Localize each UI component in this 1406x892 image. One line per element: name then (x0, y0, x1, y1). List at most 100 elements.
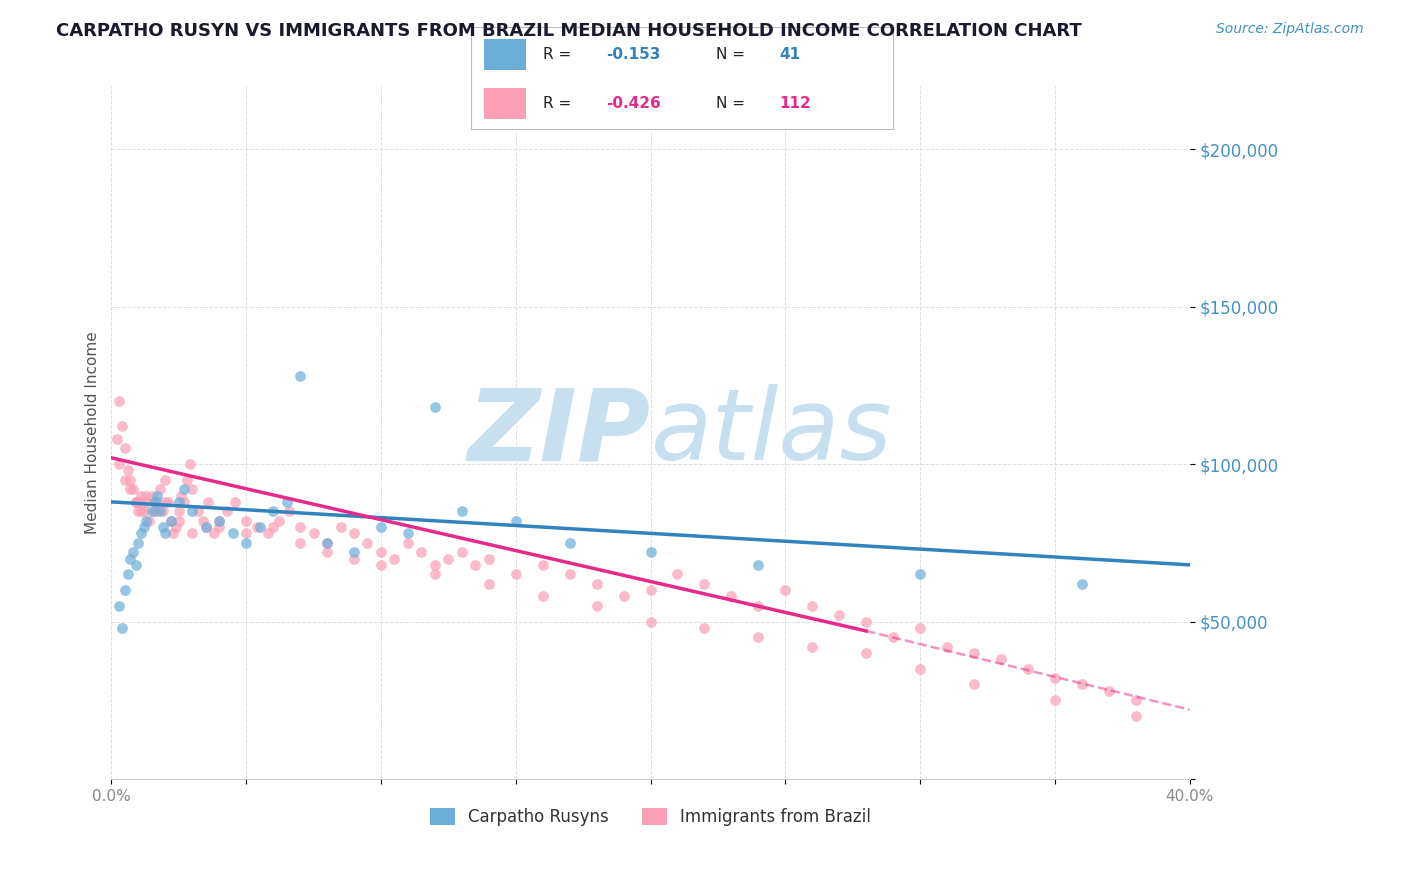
Text: R =: R = (543, 96, 576, 112)
Point (111, 621, 134, 635)
Point (450, 504, 472, 518)
FancyBboxPatch shape (484, 39, 526, 70)
Point (505, 514, 527, 528)
Point (159, 514, 181, 528)
Point (801, 640, 824, 654)
Point (246, 520, 269, 534)
Point (963, 646, 986, 660)
Text: 41: 41 (779, 47, 800, 62)
Point (187, 504, 209, 518)
Point (141, 489, 163, 503)
Point (159, 514, 181, 528)
Point (1017, 662, 1039, 676)
Point (181, 504, 204, 518)
Point (105, 432, 128, 446)
Point (464, 558, 486, 572)
Point (117, 567, 139, 582)
Point (531, 558, 554, 572)
Point (149, 483, 172, 497)
Point (640, 615, 662, 629)
Point (141, 504, 163, 518)
Point (127, 504, 149, 518)
Point (329, 520, 352, 534)
Point (167, 514, 190, 528)
Point (640, 582, 662, 597)
Point (1043, 693, 1066, 707)
Point (120, 551, 142, 566)
Y-axis label: Median Household Income: Median Household Income (86, 331, 100, 534)
Point (135, 514, 157, 528)
Point (165, 520, 187, 534)
Point (908, 621, 931, 635)
Point (224, 495, 246, 509)
Point (855, 615, 877, 629)
Point (828, 608, 851, 623)
Point (267, 514, 290, 528)
Legend: Carpatho Rusyns, Immigrants from Brazil: Carpatho Rusyns, Immigrants from Brazil (423, 801, 877, 833)
Text: 112: 112 (779, 96, 811, 112)
Point (343, 526, 366, 541)
Text: ZIP: ZIP (468, 384, 651, 481)
Point (963, 677, 986, 691)
Point (276, 495, 298, 509)
Point (181, 483, 204, 497)
Point (138, 514, 160, 528)
Point (262, 504, 284, 518)
Point (132, 504, 155, 518)
Point (693, 576, 716, 591)
Point (170, 489, 193, 503)
Point (249, 520, 271, 534)
Text: N =: N = (716, 47, 749, 62)
Text: N =: N = (716, 96, 749, 112)
Point (288, 520, 311, 534)
Point (179, 457, 201, 471)
Point (122, 483, 145, 497)
Point (747, 630, 769, 644)
Text: CARPATHO RUSYN VS IMMIGRANTS FROM BRAZIL MEDIAN HOUSEHOLD INCOME CORRELATION CHA: CARPATHO RUSYN VS IMMIGRANTS FROM BRAZIL… (56, 22, 1083, 40)
Point (162, 526, 184, 541)
Point (640, 545, 662, 559)
Point (316, 545, 339, 559)
Point (173, 483, 195, 497)
Point (208, 514, 231, 528)
Point (302, 526, 325, 541)
Point (124, 495, 146, 509)
Point (585, 576, 607, 591)
FancyBboxPatch shape (484, 88, 526, 119)
Point (108, 599, 131, 613)
Point (173, 495, 195, 509)
Point (423, 401, 446, 415)
Point (531, 590, 554, 604)
Point (370, 545, 392, 559)
Point (146, 489, 169, 503)
Point (127, 495, 149, 509)
Point (152, 520, 174, 534)
Point (693, 621, 716, 635)
Point (450, 545, 472, 559)
Point (747, 599, 769, 613)
Point (127, 536, 149, 550)
Point (801, 599, 824, 613)
Point (114, 582, 136, 597)
Point (370, 520, 392, 534)
Point (1070, 677, 1092, 691)
Point (235, 526, 257, 541)
Text: R =: R = (543, 47, 576, 62)
Point (908, 662, 931, 676)
Text: -0.426: -0.426 (606, 96, 661, 112)
Point (288, 536, 311, 550)
Point (936, 640, 959, 654)
Point (343, 545, 366, 559)
Point (747, 558, 769, 572)
Point (143, 504, 166, 518)
Point (384, 551, 406, 566)
Point (114, 442, 136, 456)
Point (124, 495, 146, 509)
Point (197, 495, 219, 509)
Point (316, 536, 339, 550)
Point (1098, 683, 1121, 698)
Point (478, 576, 501, 591)
Point (181, 526, 204, 541)
Point (478, 551, 501, 566)
Point (120, 473, 142, 487)
